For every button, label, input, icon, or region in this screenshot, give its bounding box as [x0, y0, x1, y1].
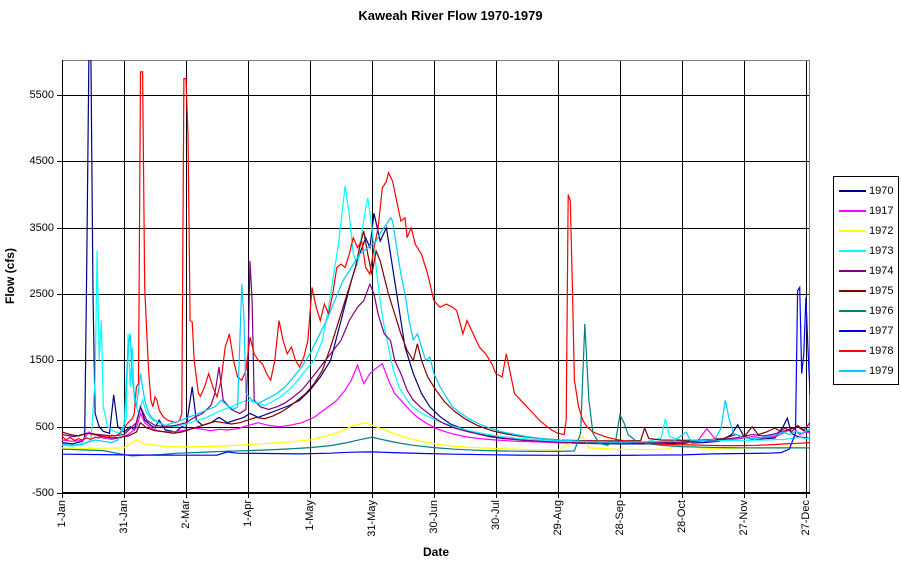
y-tick-label: 3500: [29, 221, 54, 234]
x-tick-label: 31-Jan: [117, 500, 130, 534]
x-tick-label: 30-Jul: [489, 500, 502, 530]
series-line-1917: [62, 362, 810, 444]
legend-swatch: [839, 250, 866, 252]
legend-swatch: [839, 350, 866, 352]
series-line-1979: [62, 216, 810, 446]
legend-swatch: [839, 230, 866, 232]
x-tick-label: 28-Oct: [675, 500, 688, 534]
series-line-1973: [62, 185, 810, 447]
legend-item-1976: 1976: [834, 301, 898, 321]
legend-label: 1979: [869, 365, 894, 377]
legend-label: 1978: [869, 345, 894, 357]
legend-item-1917: 1917: [834, 201, 898, 221]
legend-item-1979: 1979: [834, 361, 898, 381]
x-tick-label: 27-Nov: [737, 500, 750, 536]
legend-swatch: [839, 330, 866, 332]
plot-area: [57, 60, 810, 498]
chart-title: Kaweah River Flow 1970-1979: [358, 8, 543, 23]
legend-label: 1917: [869, 205, 894, 217]
legend-item-1978: 1978: [834, 341, 898, 361]
y-tick-label: 500: [35, 420, 54, 433]
series-line-1970: [62, 60, 810, 445]
legend-item-1970: 1970: [834, 181, 898, 201]
x-tick-label: 29-Aug: [551, 500, 564, 536]
legend-label: 1974: [869, 265, 894, 277]
legend: 1970 1917 1972 1973 1974 1975 1976 1977 1978 1979: [833, 176, 899, 385]
legend-label: 1977: [869, 325, 894, 337]
legend-item-1974: 1974: [834, 261, 898, 281]
x-tick-label: 27-Dec: [799, 500, 812, 536]
legend-swatch: [839, 290, 866, 292]
legend-item-1977: 1977: [834, 321, 898, 341]
legend-swatch: [839, 210, 866, 212]
y-tick-label: 4500: [29, 155, 54, 168]
legend-label: 1970: [869, 185, 894, 197]
x-tick-label: 2-Mar: [179, 500, 192, 529]
series-line-1972: [62, 422, 810, 451]
x-axis-title: Date: [422, 545, 449, 559]
legend-label: 1975: [869, 285, 894, 297]
legend-item-1975: 1975: [834, 281, 898, 301]
legend-swatch: [839, 370, 866, 372]
series-line-1978: [62, 71, 810, 447]
series-line-1974: [62, 260, 810, 444]
legend-label: 1972: [869, 225, 894, 237]
legend-item-1972: 1972: [834, 221, 898, 241]
x-tick-label: 1-May: [303, 500, 316, 531]
x-tick-label: 1-Apr: [241, 500, 254, 527]
series-line-1977: [62, 285, 810, 457]
x-tick-label: 28-Sep: [613, 500, 626, 536]
legend-swatch: [839, 190, 866, 192]
y-tick-label: 5500: [29, 89, 54, 102]
legend-label: 1976: [869, 305, 894, 317]
x-tick-label: 31-May: [365, 500, 378, 537]
x-tick-label: 1-Jan: [56, 500, 68, 528]
x-tick-label: 30-Jun: [427, 500, 440, 534]
legend-swatch: [839, 270, 866, 272]
y-tick-label: 1500: [29, 354, 54, 367]
series-line-1975: [62, 230, 810, 442]
legend-swatch: [839, 310, 866, 312]
legend-item-1973: 1973: [834, 241, 898, 261]
legend-label: 1973: [869, 245, 894, 257]
y-tick-label: 2500: [29, 288, 54, 301]
y-tick-label: -500: [31, 487, 54, 499]
